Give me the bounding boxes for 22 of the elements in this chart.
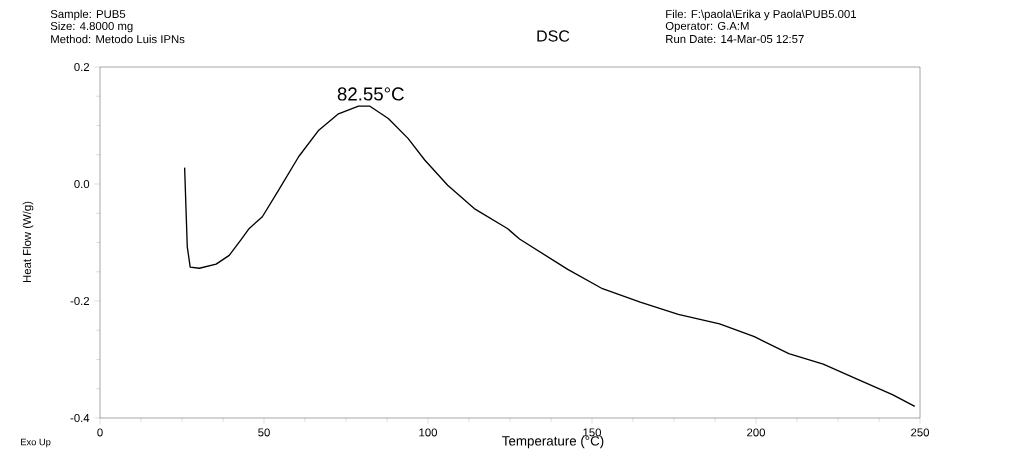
x-tick-label: 200 xyxy=(747,428,766,437)
x-tick-label: 150 xyxy=(583,428,602,437)
text: Method: Metodo Luis IPNs xyxy=(51,34,185,44)
y-axis-title: Heat Flow (W/g) xyxy=(22,201,34,283)
x-tick-label: 100 xyxy=(419,428,438,437)
x-tick-label: 50 xyxy=(258,428,270,437)
x-axis-title: Temperature (°C) xyxy=(502,435,604,449)
x-tick-label: 250 xyxy=(911,428,930,437)
y-tick-label: 0.2 xyxy=(74,63,90,72)
text: Operator: G.A:M xyxy=(665,21,749,33)
chart-title: DSC xyxy=(537,30,570,42)
y-tick-label: -0.2 xyxy=(70,297,90,306)
text: Size: 4.8000 mg xyxy=(50,21,133,33)
text: Sample: PUB5 xyxy=(50,9,126,21)
text: File: F:\paola\Erika y Paola\PUB5.001 xyxy=(666,9,856,21)
text: Run Date: 14-Mar-05 12:57 xyxy=(666,35,804,44)
text: Exo Up xyxy=(21,438,51,448)
y-tick-label: -0.4 xyxy=(70,414,90,423)
x-tick-label: 0 xyxy=(97,428,103,437)
annotation: 82.55°C xyxy=(337,87,404,101)
line-series xyxy=(183,105,916,407)
y-tick-label: 0.0 xyxy=(74,180,90,189)
